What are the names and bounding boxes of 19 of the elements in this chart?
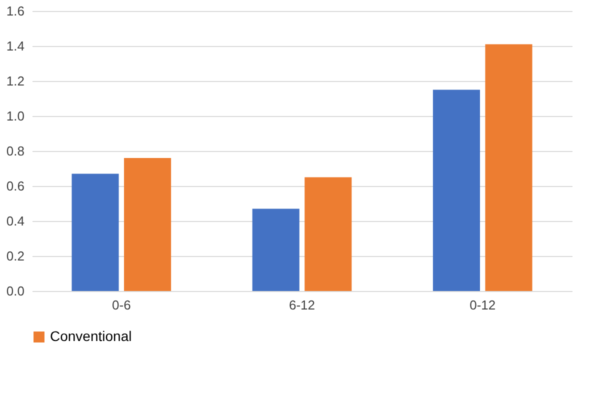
bar [252, 208, 300, 291]
y-tick-label: 1.2 [6, 74, 24, 88]
y-tick-label: 0.8 [6, 144, 24, 158]
x-tick-label: 6-12 [288, 298, 316, 312]
y-tick-label: 1.0 [6, 108, 24, 124]
bar [124, 158, 172, 291]
y-tick-label: 0.0 [6, 284, 24, 298]
legend-label: Conventional [50, 328, 132, 344]
bar [485, 44, 532, 291]
y-tick-label: 1.6 [6, 4, 24, 18]
y-tick-label: 0.6 [6, 178, 24, 194]
bar [72, 174, 119, 291]
y-tick-label: 0.4 [6, 214, 24, 228]
y-tick-label: 1.4 [6, 38, 24, 54]
y-tick-label: 0.2 [6, 248, 24, 264]
x-tick-label: 0-6 [112, 298, 131, 312]
bar [432, 90, 480, 291]
x-tick-label: 0-12 [470, 298, 496, 312]
bar [304, 177, 352, 291]
